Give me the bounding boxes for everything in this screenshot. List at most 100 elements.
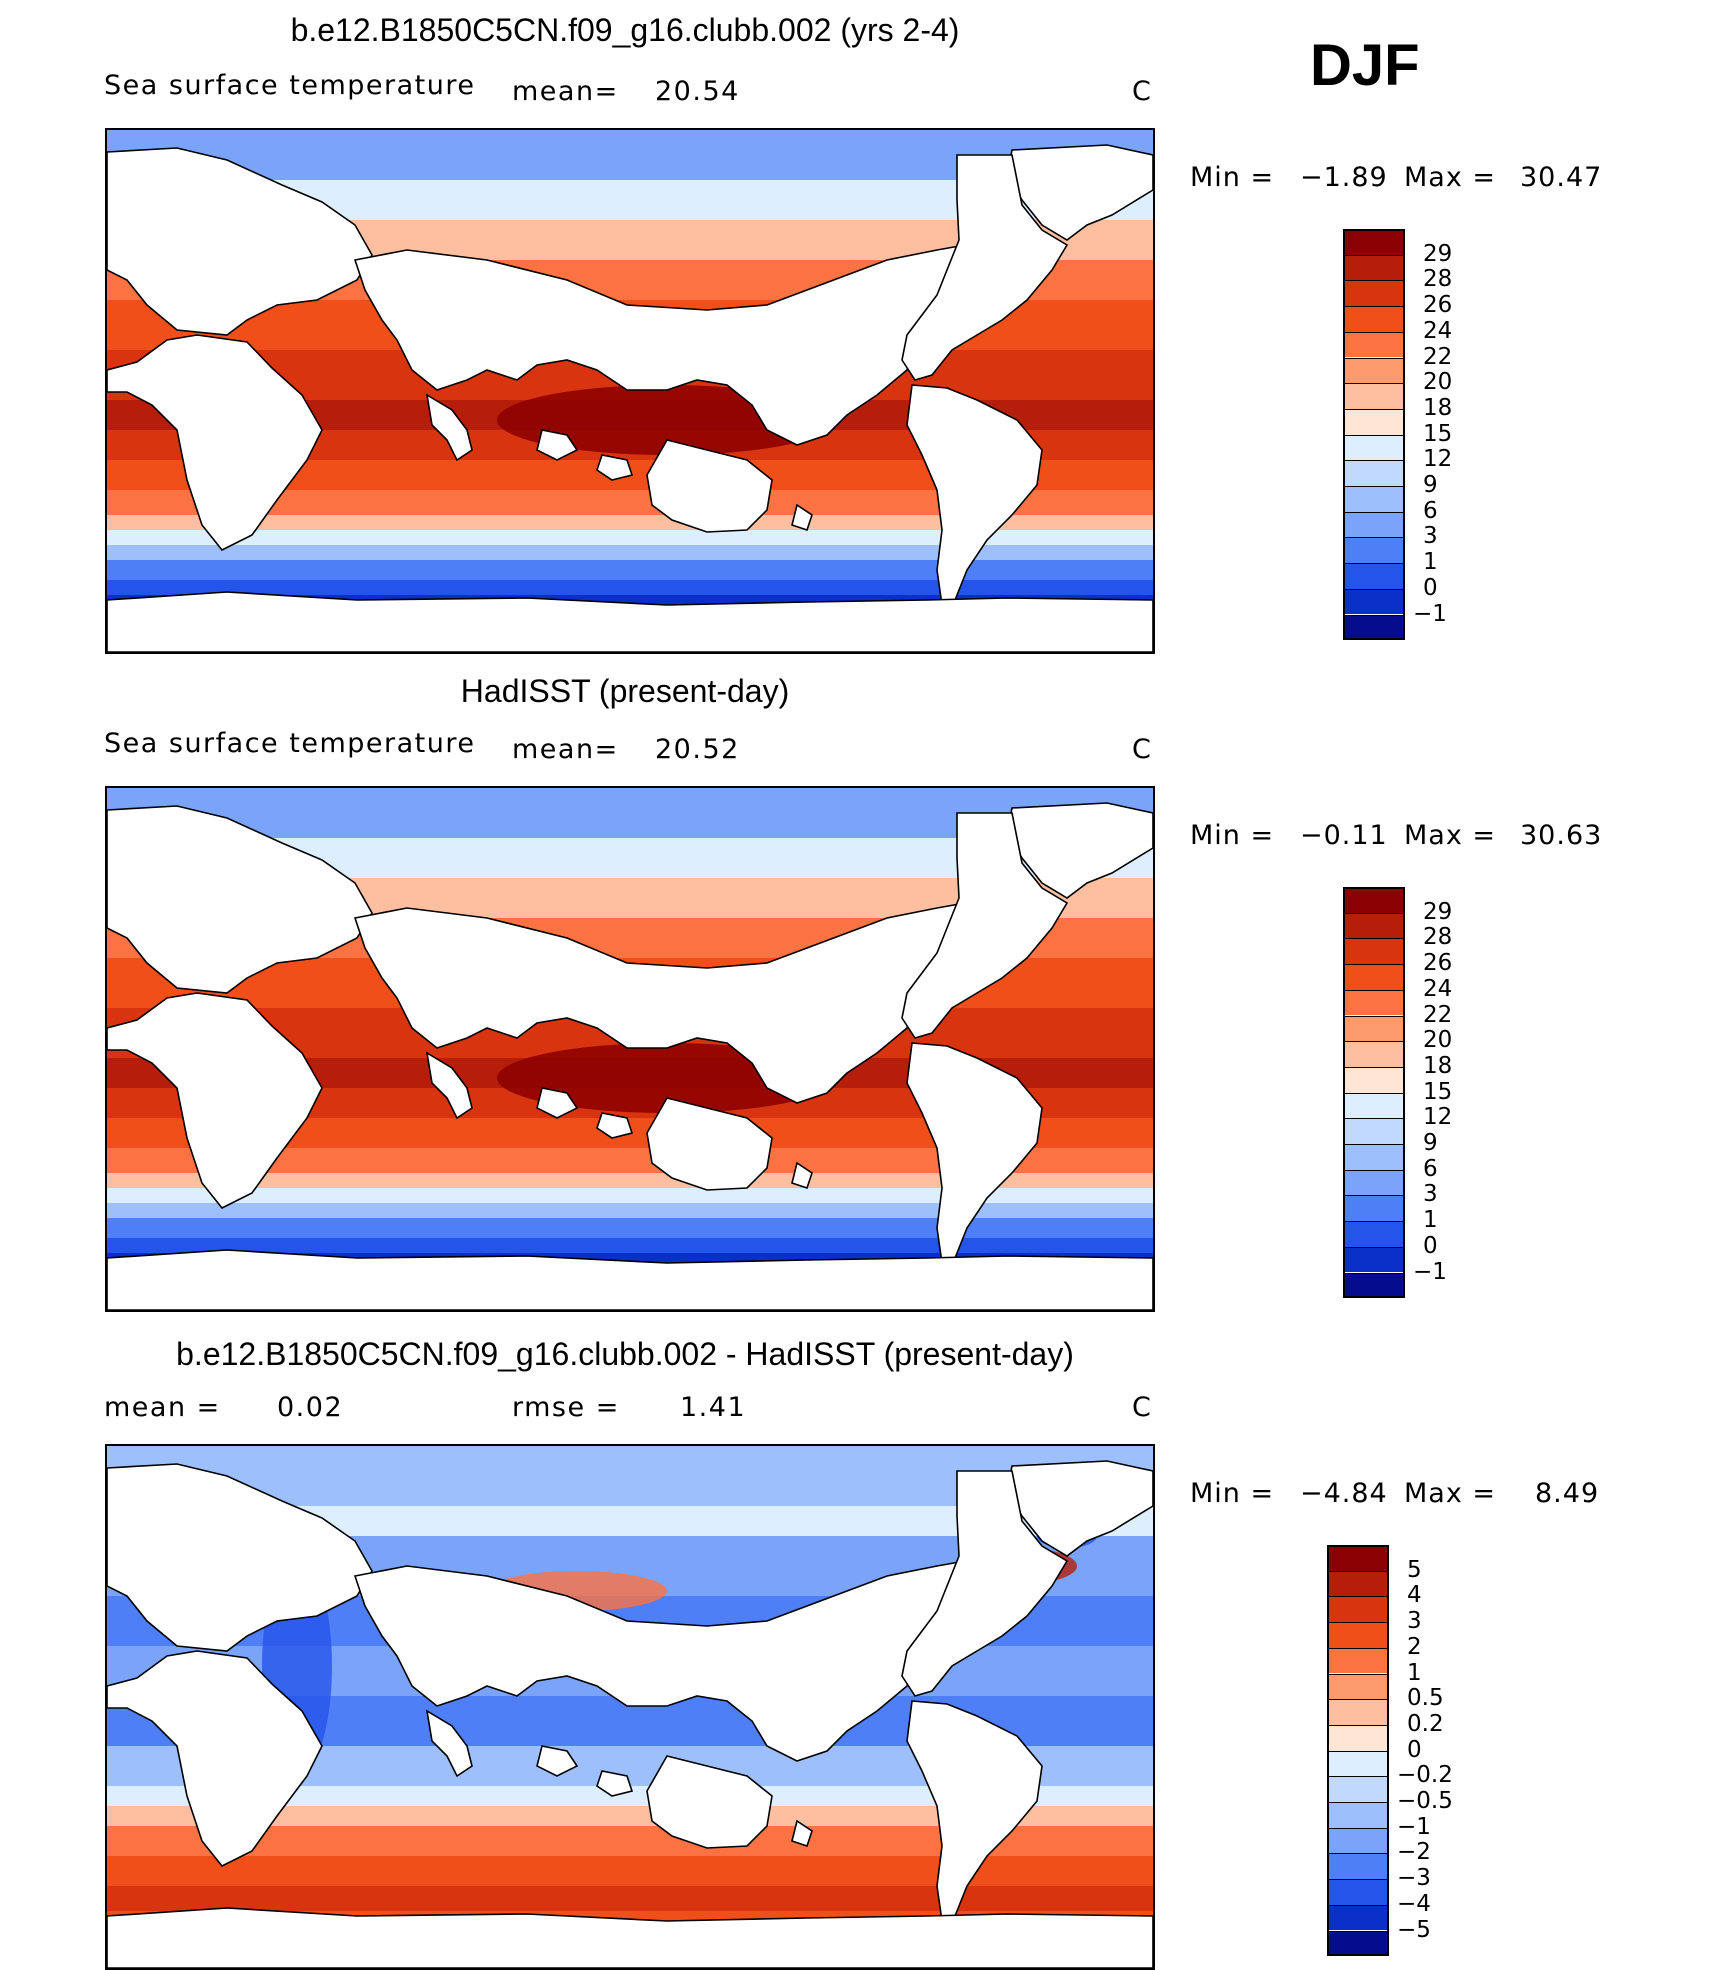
colorbar-tick-label: 1 bbox=[1423, 1207, 1438, 1234]
colorbar-tick-label: 12 bbox=[1423, 446, 1453, 473]
colorbar-tick-label: −5 bbox=[1397, 1916, 1431, 1943]
colorbar-tick-label: 15 bbox=[1423, 420, 1453, 447]
colorbar-tick-label: 0.5 bbox=[1407, 1685, 1444, 1712]
colorbar-swatch bbox=[1343, 887, 1405, 913]
colorbar-frame bbox=[1327, 1545, 1389, 1957]
colorbar-swatch bbox=[1343, 1066, 1405, 1093]
colorbar-tick-label: 22 bbox=[1423, 343, 1453, 370]
max-value: 8.49 bbox=[1535, 1478, 1600, 1509]
colorbar-swatch bbox=[1343, 486, 1405, 512]
colorbar-swatch bbox=[1327, 1853, 1389, 1880]
field-name: Sea surface temperature bbox=[104, 70, 476, 101]
colorbar-tick-label: 24 bbox=[1423, 317, 1453, 344]
colorbar-swatch bbox=[1343, 1272, 1405, 1299]
colorbar-tick-label: 0 bbox=[1407, 1736, 1422, 1763]
colorbar-swatch bbox=[1343, 1092, 1405, 1119]
max-label: Max = bbox=[1404, 1478, 1497, 1509]
colorbar-swatch bbox=[1343, 331, 1405, 358]
max-label: Max = bbox=[1404, 162, 1497, 193]
colorbar-tick-label: 24 bbox=[1423, 975, 1453, 1002]
colorbar-swatch bbox=[1343, 1041, 1405, 1067]
colorbar-tick-label: 3 bbox=[1423, 523, 1438, 550]
colorbar-tick-label: 5 bbox=[1407, 1556, 1422, 1583]
colorbar-swatch bbox=[1343, 229, 1405, 255]
unit-label: C bbox=[1132, 76, 1151, 107]
colorbar-tick-label: −1 bbox=[1397, 1813, 1431, 1840]
colorbar-swatch bbox=[1327, 1750, 1389, 1777]
colorbar-swatch bbox=[1327, 1724, 1389, 1751]
colorbar-swatch bbox=[1343, 1015, 1405, 1042]
colorbar-tick-label: 3 bbox=[1423, 1181, 1438, 1208]
colorbar-tick-label: 26 bbox=[1423, 950, 1453, 977]
colorbar-tick-label: 1 bbox=[1407, 1659, 1422, 1686]
colorbar-swatch bbox=[1327, 1570, 1389, 1597]
colorbar-swatch bbox=[1343, 1144, 1405, 1170]
colorbar-swatch bbox=[1327, 1699, 1389, 1725]
colorbar-tick-label: 2 bbox=[1407, 1633, 1422, 1660]
colorbar-swatch bbox=[1343, 434, 1405, 461]
colorbar-swatch bbox=[1343, 964, 1405, 990]
colorbar-tick-label: 20 bbox=[1423, 369, 1453, 396]
colorbar-swatch bbox=[1327, 1673, 1389, 1700]
colorbar-swatch bbox=[1343, 306, 1405, 332]
colorbar-tick-label: −1 bbox=[1413, 600, 1447, 627]
colorbar-swatch bbox=[1327, 1647, 1389, 1674]
min-value: −4.84 bbox=[1300, 1478, 1388, 1509]
stat1-label: mean = bbox=[104, 1392, 221, 1423]
colorbar-swatch bbox=[1343, 614, 1405, 641]
colorbar-swatch bbox=[1343, 357, 1405, 384]
panel-title: b.e12.B1850C5CN.f09_g16.clubb.002 (yrs 2… bbox=[290, 12, 960, 48]
colorbar-tick-label: −2 bbox=[1397, 1839, 1431, 1866]
colorbar-tick-label: 18 bbox=[1423, 1052, 1453, 1079]
stat1-label: mean= bbox=[512, 734, 619, 765]
colorbar-tick-label: 22 bbox=[1423, 1001, 1453, 1028]
colorbar-swatch bbox=[1343, 1118, 1405, 1144]
min-value: −0.11 bbox=[1300, 820, 1388, 851]
min-label: Min = bbox=[1190, 162, 1275, 193]
sst-difference-map bbox=[105, 1444, 1155, 1970]
colorbar-swatch bbox=[1343, 588, 1405, 615]
colorbar-swatch bbox=[1327, 1904, 1389, 1931]
colorbar-tick-label: 9 bbox=[1423, 472, 1438, 498]
colorbar-swatch bbox=[1343, 1221, 1405, 1247]
colorbar-swatch bbox=[1343, 511, 1405, 538]
colorbar-tick-label: 0 bbox=[1423, 574, 1438, 601]
colorbar-tick-label: 3 bbox=[1407, 1608, 1422, 1635]
colorbar: 29 28 26 24 22 20 18 15 12 9 6 3 1 0 −1 bbox=[1343, 887, 1452, 1299]
colorbar-tick-label: −0.2 bbox=[1397, 1762, 1453, 1789]
stat2-value: 1.41 bbox=[680, 1392, 747, 1423]
colorbar-swatch bbox=[1327, 1622, 1389, 1648]
colorbar-tick-label: −3 bbox=[1397, 1865, 1431, 1892]
unit-label: C bbox=[1132, 1392, 1151, 1423]
colorbar-swatch bbox=[1327, 1827, 1389, 1854]
colorbar-frame bbox=[1343, 229, 1405, 641]
colorbar-tick-label: −0.5 bbox=[1397, 1788, 1453, 1814]
colorbar-tick-label: 9 bbox=[1423, 1130, 1438, 1156]
colorbar-swatch bbox=[1343, 1169, 1405, 1196]
colorbar-tick-label: 26 bbox=[1423, 292, 1453, 319]
colorbar-frame bbox=[1343, 887, 1405, 1299]
stat1-value: 0.02 bbox=[277, 1392, 344, 1423]
colorbar-swatch bbox=[1343, 938, 1405, 965]
colorbar-swatch bbox=[1343, 1246, 1405, 1273]
colorbar-swatch bbox=[1343, 460, 1405, 486]
colorbar-swatch bbox=[1327, 1930, 1389, 1957]
colorbar-swatch bbox=[1343, 537, 1405, 564]
colorbar-swatch bbox=[1327, 1879, 1389, 1905]
colorbar-tick-label: 29 bbox=[1423, 898, 1453, 925]
panel-title: b.e12.B1850C5CN.f09_g16.clubb.002 - HadI… bbox=[176, 1336, 1074, 1372]
max-value: 30.63 bbox=[1520, 820, 1603, 851]
min-label: Min = bbox=[1190, 1478, 1275, 1509]
colorbar-swatch bbox=[1343, 280, 1405, 307]
colorbar-tick-label: 12 bbox=[1423, 1104, 1453, 1131]
colorbar-swatch bbox=[1343, 254, 1405, 281]
colorbar-tick-label: 0.2 bbox=[1407, 1710, 1444, 1737]
min-label: Min = bbox=[1190, 820, 1275, 851]
max-value: 30.47 bbox=[1520, 162, 1603, 193]
min-value: −1.89 bbox=[1300, 162, 1388, 193]
colorbar-swatch bbox=[1343, 408, 1405, 435]
colorbar-swatch bbox=[1343, 383, 1405, 409]
colorbar-swatch bbox=[1327, 1545, 1389, 1571]
colorbar-tick-label: 28 bbox=[1423, 924, 1453, 951]
colorbar-tick-label: 18 bbox=[1423, 394, 1453, 421]
